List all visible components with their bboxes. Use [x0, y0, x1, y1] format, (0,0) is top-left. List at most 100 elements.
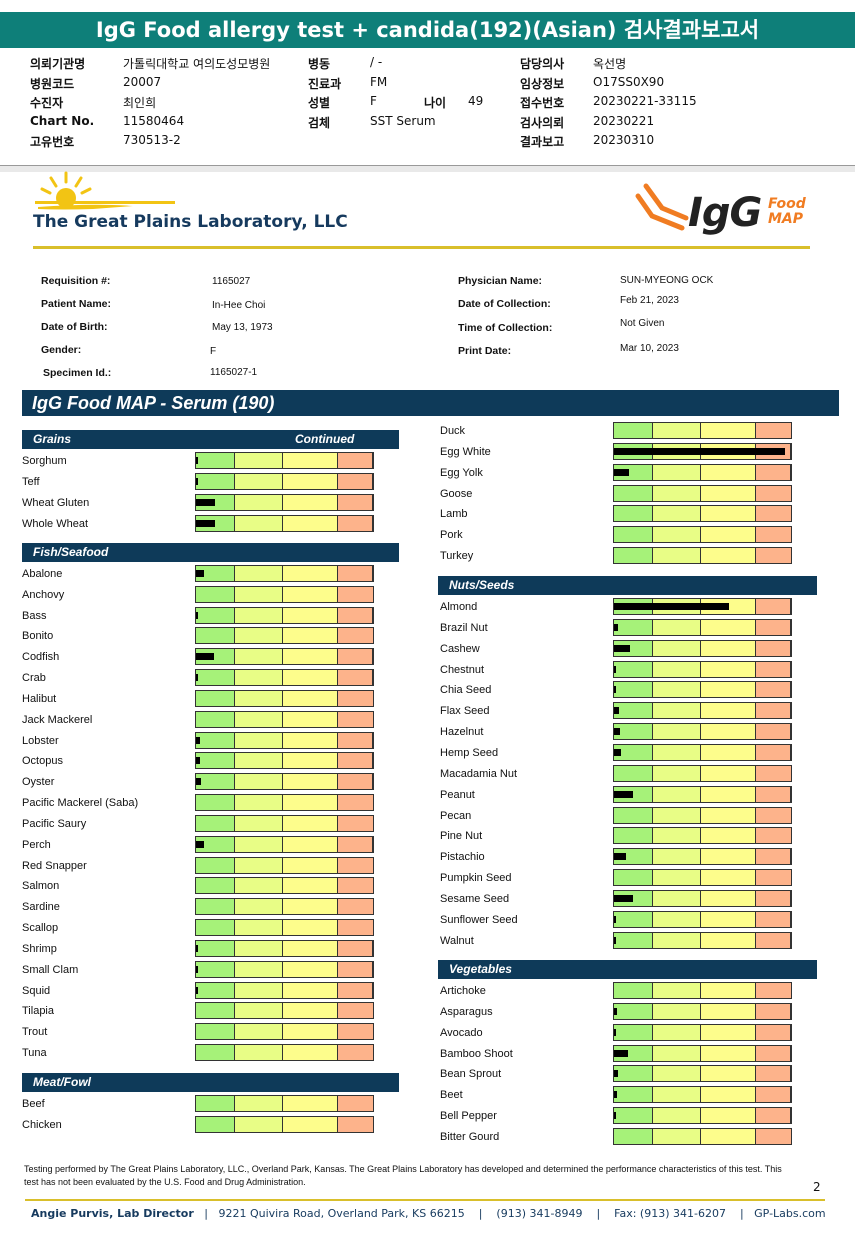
food-label: Perch: [22, 838, 51, 851]
reactivity-zone: [196, 1045, 235, 1061]
reactivity-zone: [653, 744, 701, 760]
result-row: Chestnut: [440, 660, 792, 682]
reactivity-bar: [613, 1023, 792, 1041]
reactivity-zone: [756, 744, 791, 760]
specimen-value: 1165027-1: [210, 367, 258, 378]
reactivity-zone: [756, 983, 791, 998]
reactivity-zone: [614, 506, 653, 522]
reactivity-zone: [653, 1108, 701, 1124]
reactivity-zone: [653, 828, 701, 844]
food-label: Flax Seed: [440, 705, 490, 718]
reactivity-bar: [195, 960, 374, 978]
reactivity-bar: [195, 472, 374, 490]
reactivity-zone: [756, 682, 791, 698]
reactivity-zone: [756, 807, 791, 823]
reactivity-zone: [235, 453, 283, 468]
reactivity-bar: [613, 931, 792, 949]
result-row: Oyster: [22, 773, 374, 794]
reactivity-zone: [283, 628, 338, 644]
reactivity-zone: [235, 628, 283, 644]
food-label: Turkey: [440, 550, 474, 563]
reactivity-zone: [283, 586, 338, 602]
reactivity-level: [614, 468, 629, 476]
reactivity-zone: [756, 932, 791, 948]
header-field: 수진자 최인희: [30, 96, 157, 110]
food-label: Goose: [440, 487, 473, 500]
reactivity-zone: [235, 1096, 283, 1111]
reactivity-zone: [196, 857, 235, 873]
result-row: Jack Mackerel: [22, 710, 374, 732]
food-label: Hazelnut: [440, 726, 484, 739]
food-label: Bamboo Shoot: [440, 1047, 513, 1060]
requisition-label: Requisition #:: [41, 275, 111, 287]
result-row: Anchovy: [22, 585, 374, 607]
reactivity-zone: [338, 690, 373, 706]
lab-name: The Great Plains Laboratory, LLC: [33, 212, 348, 232]
gender-value: F: [210, 346, 217, 357]
reactivity-zone: [283, 961, 338, 977]
reactivity-zone: [614, 1024, 653, 1040]
reactivity-zone: [614, 661, 653, 677]
reactivity-zone: [196, 515, 235, 531]
reactivity-zone: [235, 732, 283, 748]
reactivity-zone: [235, 982, 283, 998]
result-row: Red Snapper: [22, 856, 374, 878]
reactivity-zone: [283, 732, 338, 748]
reactivity-bar: [195, 1115, 374, 1133]
reactivity-zone: [614, 548, 653, 564]
patient-name-label: Patient Name:: [41, 298, 112, 310]
sun-logo-icon: [35, 171, 175, 210]
reactivity-bar: [613, 848, 792, 866]
reactivity-zone: [614, 1066, 653, 1082]
reactivity-bar: [195, 648, 374, 666]
food-label: Lamb: [440, 508, 468, 521]
reactivity-zone: [196, 690, 235, 706]
reactivity-bar: [195, 856, 374, 874]
reactivity-zone: [283, 670, 338, 686]
header-column-3: 담당의사 옥선명 임상정보 O17SS0X90 접수번호 20230221-33115…: [520, 55, 697, 153]
food-label: Tuna: [22, 1047, 47, 1060]
reactivity-zone: [756, 548, 791, 564]
reactivity-bar: [195, 689, 374, 707]
reactivity-zone: [196, 586, 235, 602]
reactivity-zone: [283, 607, 338, 623]
reactivity-zone: [196, 1003, 235, 1019]
result-row: Perch: [22, 835, 374, 857]
reactivity-zone: [235, 920, 283, 936]
reactivity-zone: [235, 670, 283, 686]
result-row: Pistachio: [440, 848, 792, 869]
reactivity-level: [614, 936, 616, 944]
reactivity-zone: [701, 506, 756, 522]
result-row: Pacific Mackerel (Saba): [22, 794, 374, 815]
reactivity-bar: [613, 743, 792, 761]
age-value: 49: [468, 94, 484, 108]
reactivity-zone: [614, 464, 653, 480]
reactivity-level: [614, 915, 616, 923]
category-title: Grains: [33, 432, 72, 446]
reactivity-zone: [338, 1045, 373, 1061]
result-row: Egg Yolk: [440, 463, 792, 485]
reactivity-zone: [283, 878, 338, 894]
reactivity-zone: [196, 940, 235, 956]
result-row: Walnut: [440, 931, 792, 953]
result-row: Salmon: [22, 877, 374, 898]
result-row: Peanut: [440, 785, 792, 807]
result-row: Pecan: [440, 806, 792, 828]
lab-director: Angie Purvis, Lab Director: [31, 1207, 194, 1220]
reactivity-zone: [756, 640, 791, 656]
reactivity-zone: [614, 890, 653, 906]
reactivity-zone: [653, 1024, 701, 1040]
reactivity-zone: [283, 815, 338, 831]
result-row: Bitter Gourd: [440, 1127, 792, 1149]
reactivity-zone: [701, 1003, 756, 1019]
result-row: Sesame Seed: [440, 889, 792, 911]
reactivity-zone: [196, 670, 235, 686]
reactivity-zone: [283, 566, 338, 581]
reactivity-zone: [338, 774, 373, 790]
footer-gold-rule: [25, 1199, 825, 1201]
reactivity-bar: [195, 752, 374, 770]
reactivity-zone: [756, 1024, 791, 1040]
reactivity-zone: [235, 857, 283, 873]
result-row: Lamb: [440, 505, 792, 526]
result-row: Chia Seed: [440, 681, 792, 702]
